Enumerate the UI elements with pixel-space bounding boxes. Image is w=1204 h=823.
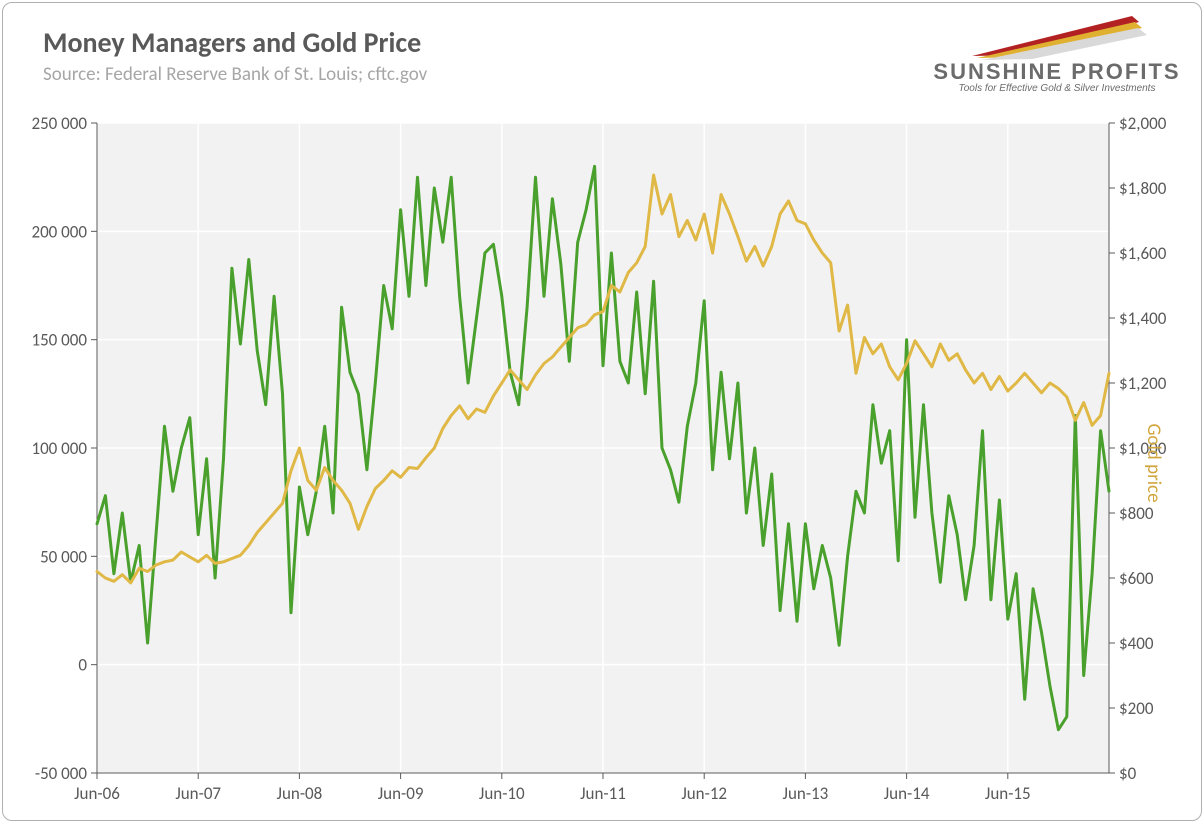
svg-text:$800: $800 [1119,503,1154,524]
svg-text:Jun-14: Jun-14 [884,783,930,804]
svg-text:150 000: 150 000 [31,330,87,351]
svg-text:Jun-11: Jun-11 [580,783,626,804]
svg-text:$400: $400 [1119,633,1154,654]
chart-card: Money Managers and Gold Price Source: Fe… [2,2,1202,821]
svg-text:Jun-09: Jun-09 [378,783,424,804]
chart-subtitle: Source: Federal Reserve Bank of St. Loui… [43,63,427,86]
brand-tagline: Tools for Effective Gold & Silver Invest… [927,83,1187,94]
svg-text:$200: $200 [1119,698,1154,719]
svg-text:$0: $0 [1119,763,1137,784]
brand-logo-wedges [957,11,1157,61]
brand-logo: SUNSHINE PROFITS Tools for Effective Gol… [927,11,1187,94]
svg-text:$1,800: $1,800 [1119,178,1167,199]
svg-text:$2,000: $2,000 [1119,113,1167,134]
svg-text:$1,600: $1,600 [1119,243,1167,264]
chart-svg: -50 000 0 50 000 100 000 150 000 200 000 250 0… [19,113,1187,813]
svg-text:Jun-13: Jun-13 [783,783,829,804]
svg-text:250 000: 250 000 [31,113,87,134]
svg-text:Jun-07: Jun-07 [175,783,221,804]
svg-text:-50 000: -50 000 [35,763,88,784]
svg-text:$1,400: $1,400 [1119,308,1167,329]
chart-title: Money Managers and Gold Price [43,25,421,60]
svg-text:Jun-06: Jun-06 [74,783,120,804]
svg-text:50 000: 50 000 [40,546,87,567]
svg-text:$1,200: $1,200 [1119,373,1167,394]
svg-text:100 000: 100 000 [31,438,87,459]
svg-text:Jun-15: Jun-15 [985,783,1031,804]
svg-text:200 000: 200 000 [31,221,87,242]
svg-text:Jun-10: Jun-10 [479,783,525,804]
svg-text:$600: $600 [1119,568,1154,589]
right-axis-label: Gold price [1142,423,1165,502]
brand-name: SUNSHINE PROFITS [927,59,1187,85]
plot-area: -50 000 0 50 000 100 000 150 000 200 000 250 0… [19,113,1187,813]
svg-text:0: 0 [78,655,87,676]
svg-text:Jun-08: Jun-08 [277,783,323,804]
svg-text:Jun-12: Jun-12 [681,783,727,804]
